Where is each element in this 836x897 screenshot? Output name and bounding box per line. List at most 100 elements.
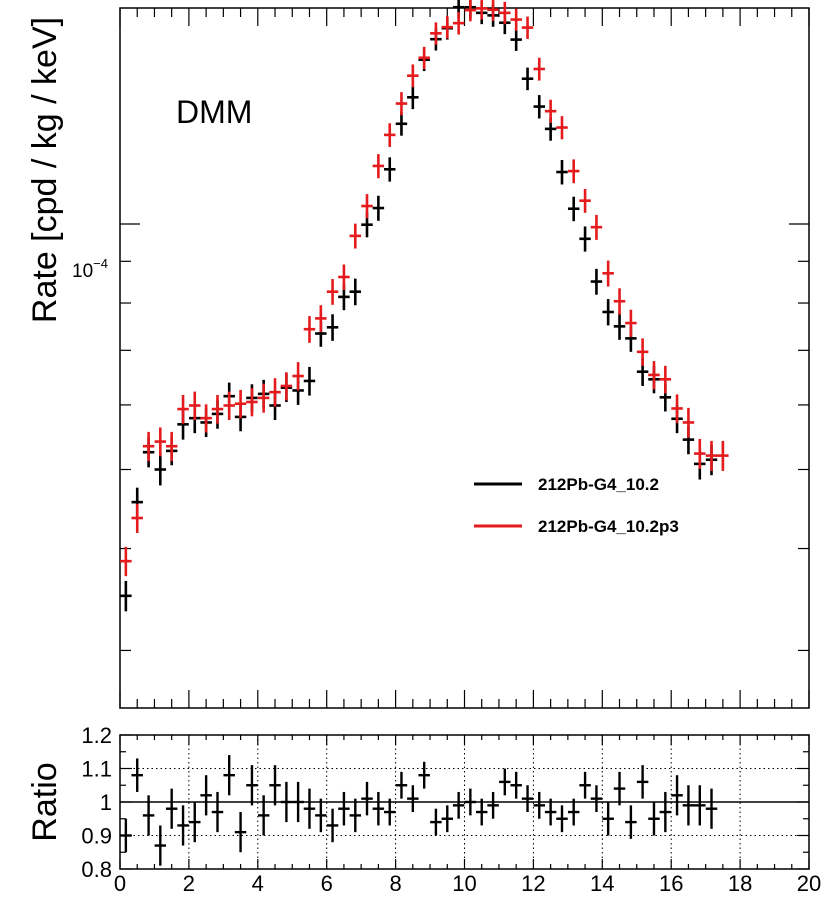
ratio-point [384, 798, 396, 826]
main-y-axis-title: Rate [cpd / kg / keV] [26, 17, 64, 323]
data-point [510, 28, 522, 51]
ratio-point [338, 791, 350, 826]
ratio-point [499, 768, 511, 796]
x-tick-label: 4 [252, 871, 264, 896]
ratio-point [694, 785, 706, 826]
data-point [579, 188, 591, 213]
data-point [533, 95, 545, 119]
data-point [625, 309, 637, 337]
x-tick-label: 2 [183, 871, 195, 896]
ratio-point [372, 791, 385, 826]
data-point [257, 383, 270, 413]
ratio-point [223, 755, 235, 796]
data-point [246, 388, 258, 417]
legend-entry: 212Pb-G4_10.2 [474, 475, 659, 494]
ratio-point [303, 788, 316, 829]
data-point [407, 64, 419, 88]
x-tick-label: 16 [659, 871, 683, 896]
ratio-point [315, 798, 327, 833]
data-point [475, 0, 488, 20]
data-point [613, 288, 626, 315]
ratio-point [613, 771, 626, 806]
data-point [269, 378, 281, 407]
y-tick-label-1e-4: 10−4 [72, 256, 108, 282]
data-point [510, 8, 522, 31]
ratio-point [475, 798, 488, 826]
data-point [165, 431, 178, 462]
ratio-point [211, 791, 224, 833]
ratio-point [705, 788, 718, 829]
ratio-point [292, 781, 304, 823]
data-point [395, 92, 408, 116]
data-point [567, 196, 580, 222]
data-point [292, 362, 304, 391]
data-point [223, 391, 235, 420]
data-point [556, 159, 568, 185]
ratio-point [590, 785, 603, 813]
data-point [694, 438, 706, 469]
ratio-point [452, 791, 465, 819]
data-point [556, 116, 568, 140]
ratio-point [154, 825, 167, 866]
ratio-point [349, 798, 362, 833]
data-point [234, 389, 247, 419]
y-tick-label: 0.8 [81, 857, 112, 882]
data-point [590, 268, 603, 295]
data-point [407, 85, 419, 110]
data-point [326, 279, 339, 305]
ratio-point [395, 771, 408, 799]
ratio-point [648, 802, 660, 836]
y-tick-base: 10 [72, 261, 93, 282]
ratio-point [407, 785, 419, 813]
x-tick-label: 20 [797, 871, 821, 896]
legend-entry: 212Pb-G4_10.2p3 [474, 517, 679, 536]
ratio-point [487, 791, 499, 819]
main-axis-ticks [119, 8, 810, 708]
data-point [521, 16, 534, 39]
data-point [648, 361, 660, 390]
data-point [590, 214, 603, 240]
ratio-point [510, 771, 522, 799]
main-data-points [120, 0, 729, 612]
data-point [441, 16, 454, 39]
data-point [636, 338, 649, 366]
ratio-point [246, 765, 258, 806]
data-point [338, 264, 350, 290]
ratio-point [636, 765, 649, 799]
data-point [131, 503, 143, 533]
x-tick-labels: 0 2 4 6 8 10 12 14 16 18 20 [114, 871, 821, 896]
data-point [349, 223, 362, 249]
data-point [154, 454, 167, 486]
x-tick-label: 18 [728, 871, 752, 896]
ratio-point [257, 795, 270, 836]
ratio-point [131, 758, 143, 792]
data-point [303, 366, 316, 396]
ratio-point [177, 805, 189, 846]
ratio-axis-ticks [119, 734, 810, 870]
ratio-point [659, 791, 672, 833]
x-tick-label: 8 [389, 871, 401, 896]
y-tick-exponent: −4 [93, 256, 108, 271]
ratio-point [544, 798, 557, 826]
ratio-point [579, 771, 591, 799]
x-tick-label: 10 [452, 871, 476, 896]
data-point [280, 372, 293, 401]
data-point [717, 440, 729, 471]
data-point [705, 440, 718, 471]
x-tick-label: 14 [590, 871, 614, 896]
ratio-point [280, 781, 293, 823]
data-point [154, 427, 167, 457]
data-point [384, 123, 396, 147]
ratio-point [602, 802, 614, 836]
data-point [499, 1, 511, 25]
data-point [464, 0, 477, 22]
data-point [579, 226, 591, 252]
data-point [200, 404, 212, 433]
ratio-y-axis-title: Ratio [26, 762, 64, 841]
ratio-point [142, 795, 155, 836]
data-point [602, 260, 614, 287]
data-point [315, 305, 327, 333]
ratio-grid [120, 735, 809, 869]
ratio-point [464, 788, 477, 816]
